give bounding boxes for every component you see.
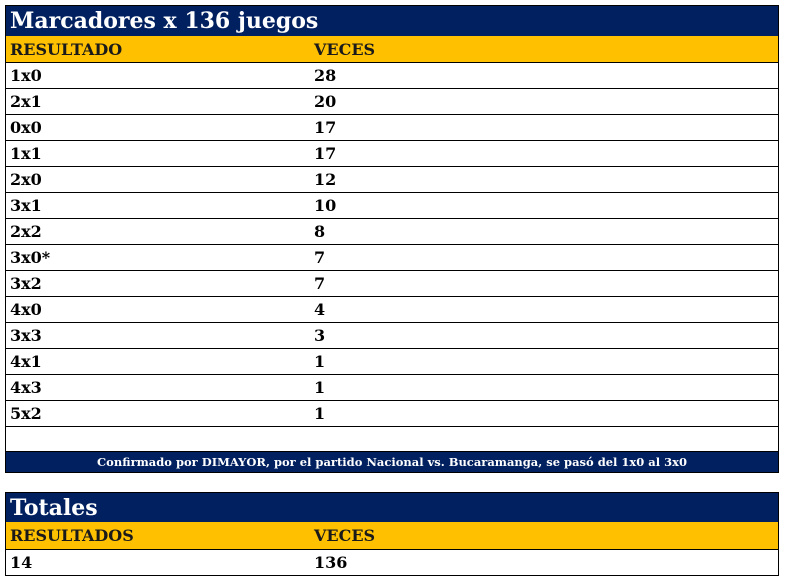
- totals-row: 14 136: [6, 549, 778, 575]
- cell-veces: 4: [314, 300, 326, 319]
- cell-resultado: 4x1: [10, 352, 42, 371]
- header-veces: VECES: [314, 526, 376, 545]
- totals-table-title: Totales: [6, 493, 778, 522]
- totals-table: Totales RESULTADOS VECES 14 136: [5, 492, 779, 576]
- cell-resultado: 2x2: [10, 222, 42, 241]
- cell-resultado: 4x0: [10, 300, 42, 319]
- table-row: 3x0* 7: [6, 244, 778, 270]
- table-row: 2x2 8: [6, 218, 778, 244]
- table-row: 3x1 10: [6, 192, 778, 218]
- cell-veces: 7: [314, 248, 326, 267]
- table-row: 2x0 12: [6, 166, 778, 192]
- total-resultados: 14: [10, 553, 33, 572]
- table-row: 4x3 1: [6, 374, 778, 400]
- header-resultados: RESULTADOS: [10, 526, 134, 545]
- cell-veces: 3: [314, 326, 326, 345]
- header-resultado: RESULTADO: [10, 39, 123, 59]
- table-row: 5x2 1: [6, 400, 778, 426]
- cell-resultado: 4x3: [10, 378, 42, 397]
- cell-resultado: 1x0: [10, 66, 42, 85]
- scores-table: Marcadores x 136 juegos RESULTADO VECES …: [5, 5, 779, 473]
- cell-resultado: 5x2: [10, 404, 42, 423]
- cell-veces: 28: [314, 66, 337, 85]
- totals-header-row: RESULTADOS VECES: [6, 522, 778, 549]
- cell-veces: 1: [314, 378, 326, 397]
- cell-resultado: 1x1: [10, 144, 42, 163]
- header-veces: VECES: [314, 39, 376, 59]
- table-row: 4x1 1: [6, 348, 778, 374]
- cell-veces: 1: [314, 404, 326, 423]
- cell-veces: 8: [314, 222, 326, 241]
- cell-veces: 12: [314, 170, 337, 189]
- table-row: 4x0 4: [6, 296, 778, 322]
- cell-veces: 7: [314, 274, 326, 293]
- cell-resultado: 3x3: [10, 326, 42, 345]
- table-row: 3x2 7: [6, 270, 778, 296]
- cell-resultado: 2x0: [10, 170, 42, 189]
- scores-header-row: RESULTADO VECES: [6, 36, 778, 62]
- cell-veces: 1: [314, 352, 326, 371]
- cell-veces: 17: [314, 118, 337, 137]
- blank-row: [6, 426, 778, 451]
- cell-veces: 17: [314, 144, 337, 163]
- scores-table-title: Marcadores x 136 juegos: [6, 6, 778, 36]
- table-row: 2x1 20: [6, 88, 778, 114]
- table-row: 0x0 17: [6, 114, 778, 140]
- table-row: 1x1 17: [6, 140, 778, 166]
- cell-resultado: 3x0*: [10, 248, 51, 267]
- total-veces: 136: [314, 553, 348, 572]
- table-row: 1x0 28: [6, 62, 778, 88]
- cell-resultado: 3x1: [10, 196, 42, 215]
- cell-resultado: 3x2: [10, 274, 42, 293]
- cell-veces: 10: [314, 196, 337, 215]
- table-row: 3x3 3: [6, 322, 778, 348]
- cell-resultado: 0x0: [10, 118, 42, 137]
- footnote: Confirmado por DIMAYOR, por el partido N…: [6, 451, 778, 472]
- cell-resultado: 2x1: [10, 92, 42, 111]
- cell-veces: 20: [314, 92, 337, 111]
